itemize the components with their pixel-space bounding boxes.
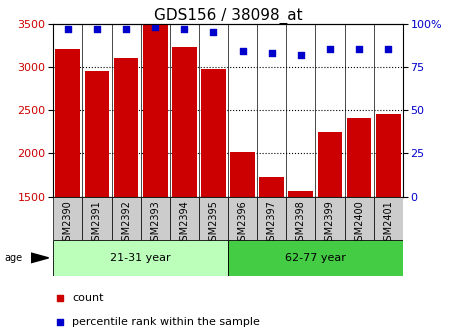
Text: 62-77 year: 62-77 year	[285, 253, 346, 263]
Bar	[85, 71, 109, 197]
Text: GSM2398: GSM2398	[296, 200, 306, 247]
Point	[356, 47, 363, 52]
Bar	[374, 197, 403, 240]
Bar	[347, 118, 371, 197]
Title: GDS156 / 38098_at: GDS156 / 38098_at	[154, 7, 302, 24]
Bar	[172, 47, 197, 197]
Point	[181, 26, 188, 31]
Text: GSM2397: GSM2397	[267, 200, 277, 247]
Text: percentile rank within the sample: percentile rank within the sample	[73, 317, 260, 327]
Point	[122, 26, 130, 31]
Text: GSM2390: GSM2390	[63, 200, 73, 247]
Bar	[53, 240, 228, 276]
Bar	[114, 58, 138, 197]
Bar	[201, 69, 226, 197]
Bar	[228, 240, 403, 276]
Point	[385, 47, 392, 52]
Bar	[170, 197, 199, 240]
Bar	[318, 132, 342, 197]
Text: GSM2392: GSM2392	[121, 200, 131, 247]
Bar	[199, 197, 228, 240]
Point	[268, 50, 275, 56]
Bar	[257, 197, 286, 240]
Point	[297, 52, 305, 57]
Point	[56, 295, 64, 300]
Bar	[228, 197, 257, 240]
Point	[326, 47, 334, 52]
Bar	[141, 197, 170, 240]
Bar	[315, 197, 344, 240]
Text: GSM2401: GSM2401	[383, 200, 393, 247]
Bar	[344, 197, 374, 240]
Bar	[286, 197, 315, 240]
Point	[64, 26, 71, 31]
Bar	[259, 177, 284, 197]
Text: GSM2393: GSM2393	[150, 200, 160, 247]
Text: GSM2395: GSM2395	[208, 200, 219, 247]
Bar	[112, 197, 141, 240]
Bar	[376, 114, 400, 197]
Bar	[53, 197, 82, 240]
Point	[239, 48, 246, 54]
Point	[93, 26, 100, 31]
Text: GSM2399: GSM2399	[325, 200, 335, 247]
Text: count: count	[73, 293, 104, 302]
Polygon shape	[31, 253, 49, 263]
Point	[210, 30, 217, 35]
Bar	[288, 192, 313, 197]
Text: GSM2394: GSM2394	[179, 200, 189, 247]
Bar	[143, 25, 168, 197]
Point	[56, 319, 64, 325]
Bar	[82, 197, 112, 240]
Bar	[230, 152, 255, 197]
Text: 21-31 year: 21-31 year	[110, 253, 171, 263]
Bar	[56, 49, 80, 197]
Text: GSM2400: GSM2400	[354, 200, 364, 247]
Point	[151, 24, 159, 30]
Text: age: age	[5, 253, 23, 263]
Text: GSM2396: GSM2396	[238, 200, 248, 247]
Text: GSM2391: GSM2391	[92, 200, 102, 247]
